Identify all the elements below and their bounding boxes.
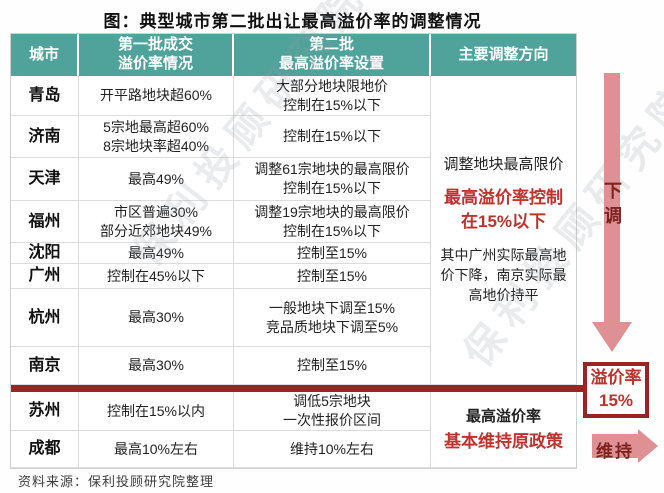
- header-city: 城市: [11, 34, 79, 76]
- group-divider-extension: [575, 385, 584, 392]
- city-cell: 苏州: [11, 392, 79, 431]
- group-divider-line: [11, 385, 576, 392]
- down-arrow-icon: [604, 73, 620, 322]
- second-batch-cell: 控制至15%: [234, 264, 431, 289]
- premium-rate-table: 城市 第一批成交 溢价率情况 第二批 最高溢价率设置 主要调整方向 调整地块最高…: [10, 33, 577, 469]
- second-batch-cell: 调低5宗地块 一次性报价区间: [234, 392, 431, 431]
- direction-note: 其中广州实际最高地 价下降，南京实际最 高地价持平: [440, 246, 567, 304]
- city-cell: 杭州: [11, 289, 79, 347]
- header-direction: 主要调整方向: [431, 34, 576, 76]
- header-second-batch: 第二批 最高溢价率设置: [234, 34, 431, 76]
- first-batch-cell: 最高49%: [79, 243, 234, 264]
- page-title: 图：典型城市第二批出让最高溢价率的调整情况: [103, 12, 482, 31]
- first-batch-cell: 控制在45%以下: [79, 264, 234, 289]
- city-cell: 福州: [11, 201, 79, 243]
- right-arrow-head-icon: [638, 429, 658, 463]
- second-batch-cell: 控制至15%: [234, 243, 431, 264]
- second-batch-cell: 一般地块下调至15% 竞品质地块下调至5%: [234, 289, 431, 347]
- city-cell: 南京: [11, 347, 79, 385]
- second-batch-cell: 大部分地块限地价 控制在15%以下: [234, 76, 431, 116]
- first-batch-cell: 最高49%: [79, 158, 234, 201]
- second-batch-cell: 调整61宗地块的最高限价 控制在15%以下: [234, 158, 431, 201]
- maintain-arrow-label: 维持: [596, 442, 634, 461]
- header-first-batch: 第一批成交 溢价率情况: [79, 34, 234, 76]
- second-batch-cell: 调整19宗地块的最高限价 控制在15%以下: [234, 201, 431, 243]
- down-arrow-label: 下调: [602, 181, 622, 231]
- direction-highlight: 最高溢价率控制 在15%以下: [444, 188, 563, 232]
- city-cell: 沈阳: [11, 243, 79, 264]
- first-batch-cell: 市区普遍30% 部分近郊地块49%: [79, 201, 234, 243]
- city-cell: 广州: [11, 264, 79, 289]
- first-batch-cell: 最高30%: [79, 289, 234, 347]
- city-cell: 青岛: [11, 76, 79, 116]
- second-batch-cell: 控制至15%: [234, 347, 431, 385]
- data-source-note: 资料来源：保利投顾研究院整理: [18, 474, 215, 489]
- direction-note: 最高溢价率: [465, 407, 541, 425]
- first-batch-cell: 开平路地块超60%: [79, 76, 234, 116]
- city-cell: 成都: [11, 431, 79, 468]
- first-batch-cell: 最高10%左右: [79, 431, 234, 468]
- direction-maintain-cell: 最高溢价率 基本维持原政策: [431, 392, 576, 468]
- second-batch-cell: 控制在15%以下: [234, 116, 431, 158]
- right-arrow-icon: [592, 434, 638, 458]
- first-batch-cell: 5宗地最高超60% 8宗地块率超40%: [79, 116, 234, 158]
- down-arrow-head-icon: [592, 322, 632, 352]
- city-cell: 天津: [11, 158, 79, 201]
- direction-note: 调整地块最高限价: [443, 156, 564, 174]
- city-cell: 济南: [11, 116, 79, 158]
- direction-highlight: 基本维持原政策: [444, 431, 563, 451]
- second-batch-cell: 维持10%左右: [234, 431, 431, 468]
- first-batch-cell: 最高30%: [79, 347, 234, 385]
- first-batch-cell: 控制在15%以内: [79, 392, 234, 431]
- premium-rate-badge: 溢价率 15%: [583, 362, 649, 418]
- direction-downgrade-cell: 调整地块最高限价 最高溢价率控制 在15%以下 其中广州实际最高地 价下降，南京…: [431, 76, 576, 385]
